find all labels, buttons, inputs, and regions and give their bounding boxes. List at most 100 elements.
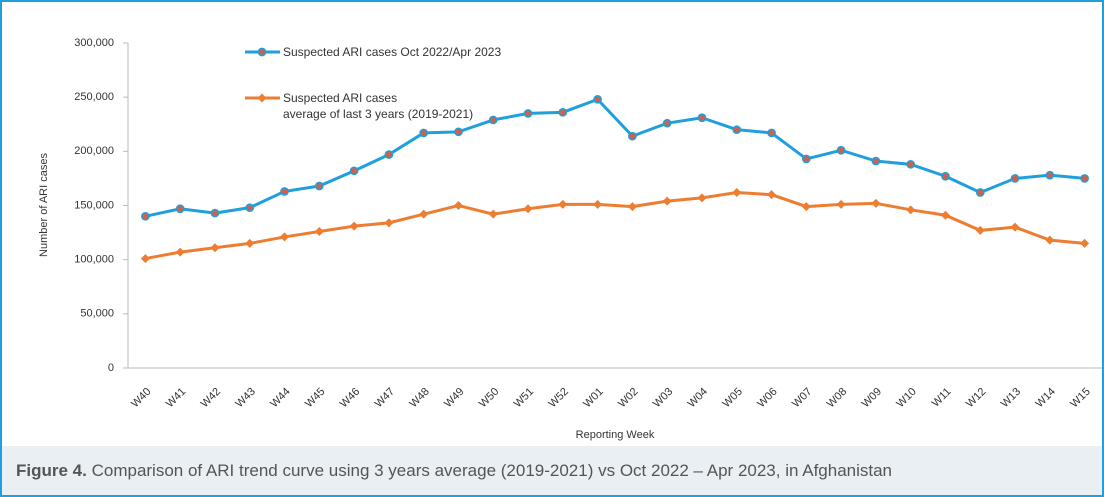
x-tick-label: W01 [581,386,605,410]
point [141,211,150,221]
x-tick-label: W40 [129,386,153,410]
point [1045,235,1055,245]
point [245,203,255,213]
point [940,210,950,220]
point [871,156,881,166]
x-tick-label: W02 [616,386,640,410]
point [801,154,811,164]
series-line [145,97,1085,218]
point [257,47,267,57]
point [1080,174,1089,183]
point [349,166,359,176]
legend-label: Suspected ARI cases Oct 2022/Apr 2023 [283,45,502,59]
point [975,225,985,235]
caption-text: Comparison of ARI trend curve using 3 ye… [91,461,893,480]
point [627,202,637,212]
x-tick-label: W09 [860,386,884,410]
x-tick-label: W43 [233,386,257,410]
point [662,118,672,128]
point [767,128,776,138]
point [767,190,777,200]
point [210,208,220,218]
point [140,254,150,264]
x-tick-label: W03 [651,386,675,410]
point [523,109,533,118]
point [175,247,185,257]
point [280,187,289,196]
point [593,94,602,104]
x-tick-label: W07 [790,386,814,410]
y-tick-label: 200,000 [74,145,114,157]
point [558,107,568,117]
point [662,196,672,206]
point [836,199,846,209]
y-tick-label: 0 [108,362,114,374]
y-tick-label: 50,000 [80,308,114,320]
x-tick-label: W45 [303,386,327,410]
x-tick-label: W49 [442,386,466,410]
point [257,93,267,103]
x-tick-label: W08 [825,386,849,410]
y-tick-label: 150,000 [74,199,114,211]
point [384,218,394,228]
point [1080,238,1090,248]
x-tick-label: W41 [164,386,188,410]
x-tick-label: W13 [999,386,1023,410]
point [419,209,429,219]
point [1045,170,1055,180]
point [628,131,637,141]
point [1010,174,1020,183]
x-tick-label: W10 [894,386,918,410]
caption-label: Figure 4. [16,461,87,480]
point [732,188,742,197]
point [801,202,811,212]
y-tick-label: 100,000 [74,254,114,266]
point [210,243,220,253]
point [941,171,950,181]
point [871,198,881,208]
x-tick-label: W14 [1034,386,1058,410]
point [453,201,463,210]
point [175,204,185,214]
point [523,204,533,214]
x-tick-label: W06 [755,386,779,410]
x-tick-label: W05 [720,386,744,410]
point [975,188,985,197]
y-tick-label: 250,000 [74,91,114,103]
x-tick-label: W04 [686,386,710,410]
chart: Number of ARI cases Reporting Week 0 50,0… [38,37,1102,441]
x-tick-label: W52 [547,386,571,410]
x-tick-label: W15 [1068,386,1092,410]
point [314,181,324,191]
point [488,115,498,125]
point [906,205,916,215]
point [280,232,290,242]
point [1010,222,1020,232]
point [697,193,707,203]
caption: Figure 4. Comparison of ARI trend curve … [2,446,1102,495]
point [488,209,498,219]
point [732,125,742,135]
point [558,199,568,209]
legend-label: Suspected ARI cases average of last 3 ye… [283,91,474,121]
point [593,199,603,209]
point [906,159,916,169]
x-tick-label: W48 [407,386,431,410]
x-tick-label: W47 [373,386,397,410]
x-tick-label: W51 [512,386,536,410]
point [454,127,463,137]
x-tick-label: W42 [199,386,223,410]
point [349,221,359,231]
x-tick-label: W44 [268,386,292,410]
point [419,128,429,138]
x-axis-title: Reporting Week [576,429,655,441]
x-tick-label: W12 [964,386,988,410]
series-line [145,190,1085,261]
x-tick-label: W46 [338,386,362,410]
y-axis-title: Number of ARI cases [38,153,50,257]
y-tick-label: 300,000 [74,37,114,49]
x-tick-label: W50 [477,386,501,410]
point [314,227,324,236]
